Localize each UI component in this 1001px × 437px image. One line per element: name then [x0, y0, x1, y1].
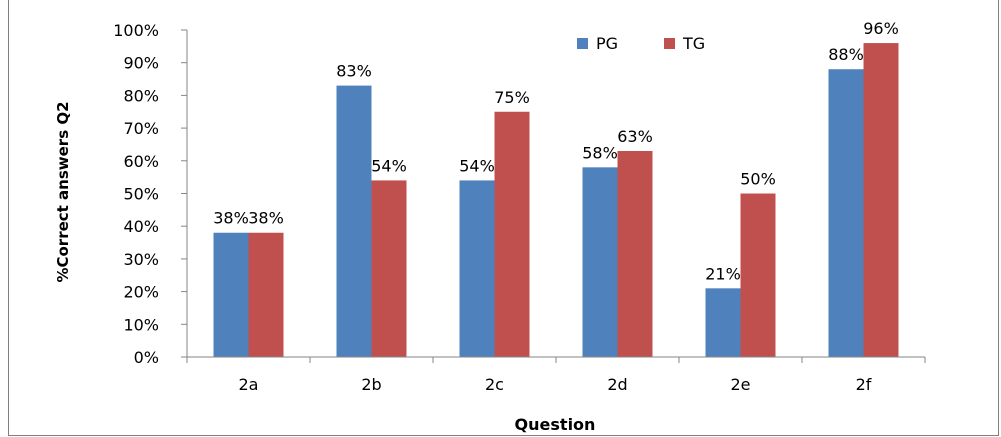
- legend: PG TG: [577, 34, 705, 53]
- data-label-tg-2e: 50%: [740, 170, 776, 189]
- bar-tg-2f: [863, 43, 899, 358]
- y-tick-label: 90%: [123, 54, 159, 73]
- data-label-pg-2d: 58%: [582, 143, 618, 162]
- legend-swatch-tg: [664, 38, 675, 49]
- legend-label-pg: PG: [596, 34, 618, 53]
- data-label-pg-2b: 83%: [336, 62, 372, 81]
- bar-tg-2d: [617, 150, 653, 357]
- y-tick-label: 40%: [123, 217, 159, 236]
- y-axis-ticks: 0% 10% 20% 30% 40% 50% 60% 70% 80% 90% 100%: [113, 21, 187, 367]
- x-axis-title: Question: [515, 415, 596, 434]
- y-tick-label: 30%: [123, 250, 159, 269]
- data-label-tg-2b: 54%: [371, 156, 407, 175]
- y-tick-label: 0%: [134, 348, 159, 367]
- legend-swatch-pg: [577, 38, 588, 49]
- x-tick-label: 2a: [239, 375, 259, 394]
- bar-pg-2c: [459, 180, 495, 357]
- y-tick-label: 80%: [123, 86, 159, 105]
- data-label-tg-2a: 38%: [248, 209, 284, 228]
- data-label-pg-2c: 54%: [459, 156, 495, 175]
- bar-pg-2f: [828, 69, 864, 358]
- axes: [186, 30, 925, 358]
- bar-pg-2d: [582, 167, 618, 357]
- y-axis-title: %Correct answers Q2: [54, 101, 72, 282]
- y-tick-label: 100%: [113, 21, 159, 40]
- x-tick-label: 2e: [730, 375, 750, 394]
- y-tick-label: 50%: [123, 185, 159, 204]
- data-label-pg-2e: 21%: [705, 264, 741, 283]
- bar-tg-2c: [494, 111, 530, 357]
- data-label-tg-2f: 96%: [863, 19, 899, 38]
- data-labels-group: 38% 38% 83% 54% 54% 75% 58%63% 21% 50% 88% 96%: [213, 19, 899, 283]
- x-tick-label: 2c: [485, 375, 504, 394]
- data-label-pg-2f: 88%: [828, 45, 864, 64]
- y-tick-label: 10%: [123, 315, 159, 334]
- data-label-tg-2d: 63%: [617, 127, 653, 146]
- bar-tg-2e: [740, 193, 776, 357]
- y-tick-label: 60%: [123, 152, 159, 171]
- bar-pg-2a: [213, 232, 249, 357]
- legend-label-tg: TG: [682, 34, 705, 53]
- data-label-tg-2c: 75%: [494, 88, 530, 107]
- data-label-pg-2a: 38%: [213, 209, 249, 228]
- bar-tg-2b: [371, 180, 407, 357]
- x-tick-label: 2d: [607, 375, 627, 394]
- x-tick-label: 2f: [856, 375, 872, 394]
- x-axis-ticks: 2a 2b 2c 2d 2e 2f: [186, 357, 926, 394]
- chart-frame: [8, 0, 999, 436]
- bar-pg-2b: [336, 85, 372, 357]
- y-tick-label: 70%: [123, 119, 159, 138]
- bar-tg-2a: [248, 232, 284, 357]
- y-tick-label: 20%: [123, 283, 159, 302]
- bar-pg-2e: [705, 288, 741, 357]
- x-tick-label: 2b: [361, 375, 381, 394]
- bars-group: [213, 43, 899, 358]
